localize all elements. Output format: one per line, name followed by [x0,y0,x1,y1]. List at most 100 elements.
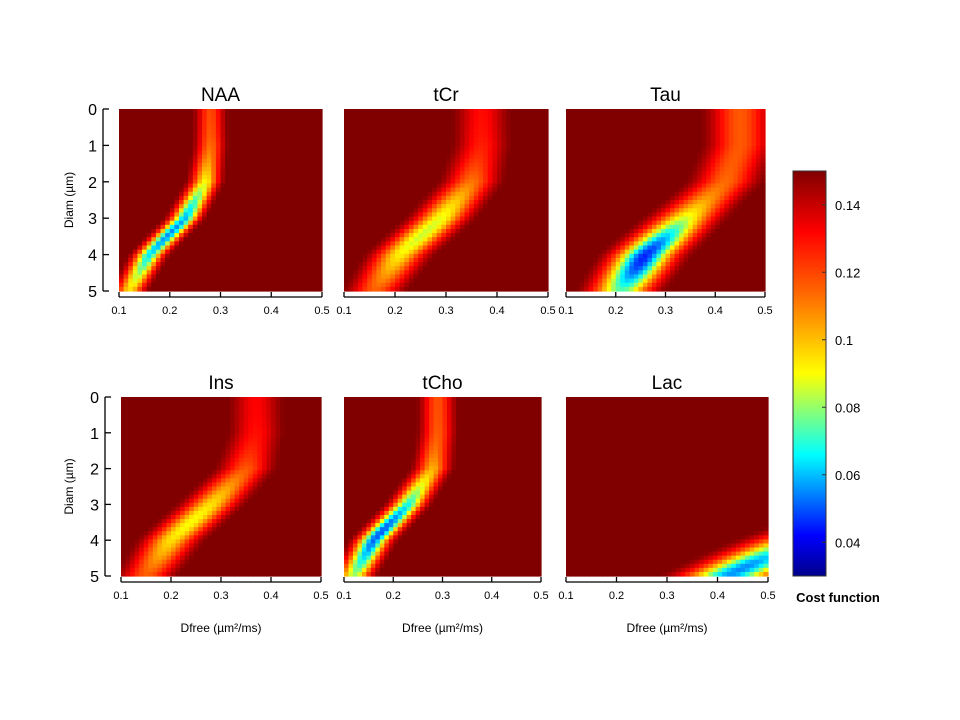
heatmap-cell [285,224,291,230]
heatmap-cell [317,278,323,284]
heatmap-cell [432,133,438,139]
heatmap-cell [665,146,671,151]
heatmap-cell [464,241,470,247]
heatmap-cell [371,208,378,214]
heatmap-cell [155,278,162,284]
heatmap-cell [497,257,503,263]
heatmap-cell [298,278,305,284]
heatmap-cell [611,146,617,151]
heatmap-cell [137,200,143,205]
heatmap-cell [483,204,489,209]
heatmap-cell [183,228,189,234]
heatmap-cell [483,129,489,135]
heatmap-cell [192,150,199,156]
heatmap-cell [660,208,667,214]
heatmap-cell [371,113,378,118]
heatmap-cell [506,270,512,276]
heatmap-cell [510,171,517,176]
heatmap-cell [202,204,208,209]
heatmap-cell [510,270,517,276]
heatmap-cell [606,150,612,156]
heatmap-cell [238,208,245,214]
heatmap-cell [192,191,199,197]
heatmap-cell [238,216,245,222]
heatmap-cell [408,154,415,160]
heatmap-cell [348,270,354,276]
heatmap-cell [710,113,716,118]
heatmap-cell [178,233,185,238]
heatmap-cell [446,121,452,127]
heatmap-cell [178,270,185,276]
heatmap-cell [737,183,743,189]
heatmap-cell [289,129,295,135]
heatmap-cell [432,129,438,135]
heatmap-cell [701,133,707,139]
heatmap-cell [132,282,139,288]
heatmap-cell [487,166,493,172]
heatmap-cell [446,245,452,251]
heatmap-cell [146,162,152,168]
heatmap-cell [146,249,152,255]
heatmap-cell [408,175,415,180]
heatmap-cell [257,191,263,197]
heatmap-cell [724,191,730,197]
heatmap-cell [692,154,698,160]
heatmap-cell [317,274,323,280]
heatmap-cell [570,204,576,209]
heatmap-cell [308,125,314,131]
heatmap-cell [665,113,671,118]
heatmap-cell [538,142,544,147]
heatmap-cell [450,146,456,151]
heatmap-cell [492,133,498,139]
heatmap-cell [238,117,245,123]
heatmap-cell [656,154,662,160]
heatmap-cell [280,191,286,197]
heatmap-cell [538,158,544,164]
heatmap-cell [746,146,753,151]
heatmap-cell [404,245,410,251]
heatmap-cell [390,171,396,176]
heatmap-cell [229,117,235,123]
heatmap-cell [746,187,753,193]
heatmap-cell [243,142,249,147]
heatmap-cell [446,179,452,185]
heatmap-cell [183,233,189,238]
heatmap-cell [506,204,512,209]
heatmap-cell [367,204,373,209]
heatmap-cell [266,208,272,214]
heatmap-cell [399,270,405,276]
heatmap-cell [188,171,194,176]
heatmap-cell [266,270,272,276]
heatmap-cell [371,191,378,197]
heatmap-cell [534,278,540,284]
heatmap-cell [418,249,424,255]
heatmap-cell [418,146,424,151]
heatmap-cell [220,228,226,234]
heatmap-cell [390,162,396,168]
heatmap-cell [119,208,125,214]
heatmap-cell [317,270,323,276]
heatmap-cell [137,286,143,292]
heatmap-cell [123,241,129,247]
heatmap-cell [633,129,639,135]
heatmap-cell [656,195,662,201]
heatmap-cell [543,220,549,226]
heatmap-cell [146,262,152,267]
heatmap-cell [483,183,489,189]
heatmap-cell [464,216,470,222]
heatmap-cell [611,183,617,189]
heatmap-cell [243,241,249,247]
heatmap-cell [206,253,212,259]
heatmap-cell [225,266,231,271]
heatmap-cell [385,241,391,247]
heatmap-cell [584,191,590,197]
heatmap-cell [289,270,295,276]
heatmap-cell [174,175,180,180]
heatmap-cell [248,245,254,251]
heatmap-cell [670,142,676,147]
heatmap-cell [593,175,599,180]
heatmap-cell [202,146,208,151]
heatmap-cell [385,129,391,135]
heatmap-cell [760,175,766,180]
heatmap-cell [362,162,368,168]
